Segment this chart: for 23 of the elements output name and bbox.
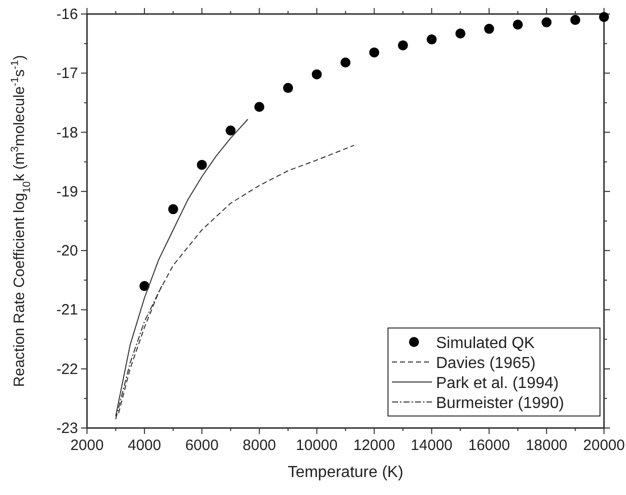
y-tick-label: -17: [56, 65, 78, 82]
x-tick-label: 10000: [296, 437, 338, 454]
x-tick-label: 4000: [128, 437, 162, 454]
y-tick-label: -22: [56, 360, 78, 378]
legend-label: Burmeister (1990): [436, 395, 564, 412]
x-tick-label: 12000: [353, 437, 396, 454]
x-tick-label: 2000: [70, 437, 104, 454]
y-tick-label: -19: [56, 183, 78, 200]
legend-label: Davies (1965): [436, 355, 536, 372]
x-axis-title: Temperature (K): [288, 464, 404, 481]
legend-label: Park et al. (1994): [436, 375, 559, 392]
x-tick-label: 8000: [242, 437, 276, 454]
y-tick-label: -23: [56, 420, 78, 437]
x-tick-label: 18000: [526, 437, 568, 454]
y-tick-label: -20: [56, 242, 78, 260]
x-tick-label: 14000: [410, 437, 453, 454]
x-tick-label: 16000: [468, 437, 510, 454]
x-tick-label: 6000: [185, 437, 219, 454]
legend-label: Simulated QK: [436, 335, 536, 352]
y-tick-label: -18: [56, 124, 78, 142]
y-tick-label: -21: [56, 302, 78, 319]
x-tick-label: 20000: [583, 437, 625, 454]
y-tick-label: -16: [56, 6, 78, 23]
